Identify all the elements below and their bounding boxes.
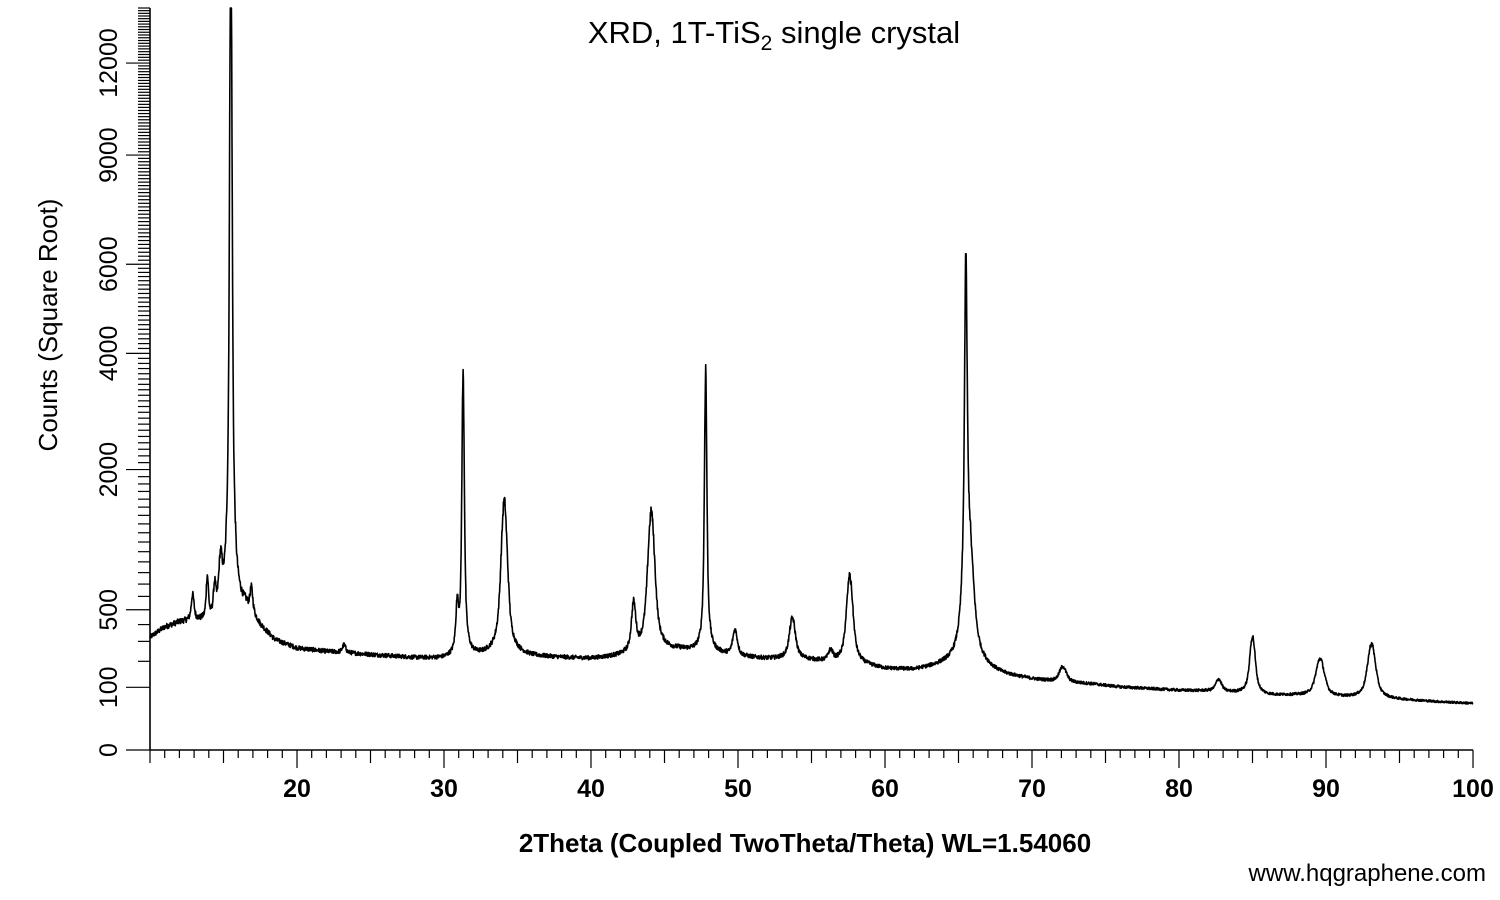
chart-title-subscript: 2 — [761, 32, 773, 55]
x-tick-label-50: 50 — [724, 775, 752, 803]
y-tick-label-0: 0 — [95, 743, 123, 757]
x-tick-label-70: 70 — [1018, 775, 1046, 803]
chart-title-suffix: single crystal — [772, 15, 960, 50]
x-axis-ticks: 20 30 40 50 60 70 80 90 100 — [149, 750, 1494, 803]
y-tick-label-100: 100 — [95, 666, 123, 708]
y-tick-label-12000: 12000 — [95, 28, 123, 98]
chart-title: XRD, 1T-TiS2 single crystal — [588, 15, 960, 55]
y-axis-ticks: 0 100 500 2000 4000 6000 9000 12000 — [95, 7, 150, 757]
y-tick-label-500: 500 — [95, 589, 123, 631]
y-tick-label-6000: 6000 — [95, 236, 123, 292]
series-line-xrd — [149, 7, 1474, 705]
x-axis-label: 2Theta (Coupled TwoTheta/Theta) WL=1.540… — [519, 828, 1091, 858]
y-axis-label: Counts (Square Root) — [33, 199, 63, 452]
watermark-text: www.hqgraphene.com — [1248, 860, 1486, 887]
x-tick-label-100: 100 — [1452, 775, 1494, 803]
x-tick-label-90: 90 — [1312, 775, 1340, 803]
x-tick-label-30: 30 — [430, 775, 458, 803]
x-tick-label-80: 80 — [1165, 775, 1193, 803]
y-tick-label-2000: 2000 — [95, 442, 123, 498]
chart-title-prefix: XRD, 1T-TiS — [588, 15, 761, 50]
y-tick-label-9000: 9000 — [95, 127, 123, 183]
x-tick-label-20: 20 — [283, 775, 311, 803]
x-tick-label-40: 40 — [577, 775, 605, 803]
axes — [149, 8, 1473, 751]
x-tick-label-60: 60 — [871, 775, 899, 803]
y-tick-label-4000: 4000 — [95, 326, 123, 382]
